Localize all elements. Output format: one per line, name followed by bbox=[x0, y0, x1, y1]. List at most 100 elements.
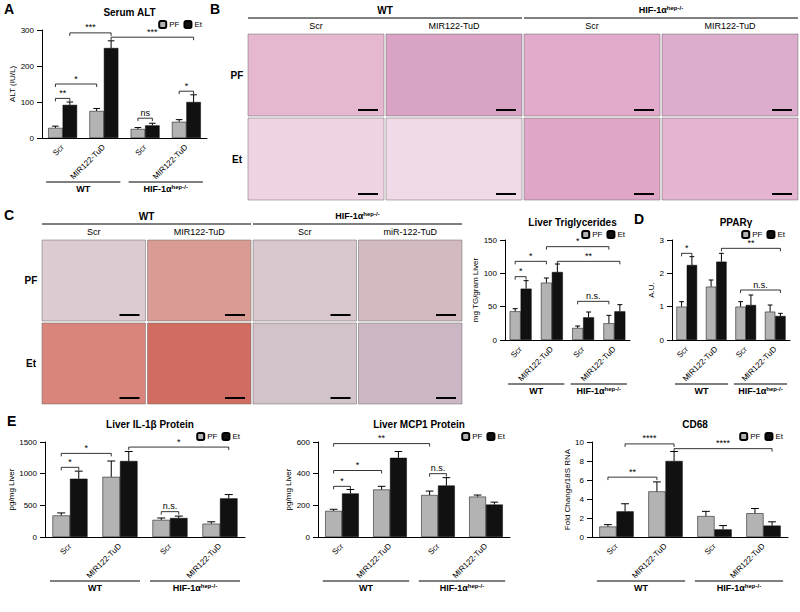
svg-text:*: * bbox=[356, 460, 360, 470]
svg-text:HIF-1α: HIF-1α bbox=[144, 184, 173, 194]
svg-text:MIR122-TuD: MIR122-TuD bbox=[579, 345, 618, 384]
svg-text:hep-/-: hep-/- bbox=[766, 386, 782, 392]
svg-text:ALT (IU/L): ALT (IU/L) bbox=[8, 66, 17, 102]
svg-text:1: 1 bbox=[660, 302, 665, 311]
svg-text:500: 500 bbox=[24, 501, 38, 510]
svg-text:*: * bbox=[529, 251, 533, 261]
svg-text:PF: PF bbox=[169, 20, 179, 29]
svg-text:Liver MCP1 Protein: Liver MCP1 Protein bbox=[373, 419, 465, 430]
svg-text:**: ** bbox=[378, 433, 386, 443]
svg-text:2: 2 bbox=[580, 514, 585, 523]
svg-text:0: 0 bbox=[580, 533, 585, 542]
svg-text:Scr: Scr bbox=[133, 143, 148, 158]
svg-text:0: 0 bbox=[33, 533, 38, 542]
svg-text:Scr: Scr bbox=[158, 542, 173, 557]
svg-text:50: 50 bbox=[488, 302, 497, 311]
svg-text:PF: PF bbox=[592, 230, 602, 239]
svg-text:pg/mg Liver: pg/mg Liver bbox=[284, 468, 293, 510]
svg-text:Et: Et bbox=[497, 432, 505, 441]
svg-text:MIR122-TuD: MIR122-TuD bbox=[174, 227, 226, 237]
svg-text:n.s.: n.s. bbox=[163, 501, 178, 511]
svg-text:Et: Et bbox=[232, 154, 243, 165]
svg-text:150: 150 bbox=[484, 236, 498, 245]
svg-text:n.s.: n.s. bbox=[431, 463, 446, 473]
svg-text:MIR122-TuD: MIR122-TuD bbox=[151, 143, 190, 182]
svg-text:0: 0 bbox=[306, 533, 311, 542]
svg-text:MIR122-TuD: MIR122-TuD bbox=[85, 542, 124, 581]
svg-text:Serum ALT: Serum ALT bbox=[103, 7, 155, 18]
svg-text:n.s.: n.s. bbox=[586, 291, 601, 301]
svg-text:2: 2 bbox=[660, 269, 665, 278]
svg-text:n.s.: n.s. bbox=[753, 280, 768, 290]
svg-text:300: 300 bbox=[21, 26, 35, 35]
svg-text:Scr: Scr bbox=[675, 345, 690, 360]
svg-text:****: **** bbox=[643, 433, 658, 443]
svg-text:hep-/-: hep-/- bbox=[363, 211, 379, 217]
svg-text:hep-/-: hep-/- bbox=[201, 583, 217, 589]
svg-text:Scr: Scr bbox=[734, 345, 749, 360]
svg-text:1500: 1500 bbox=[19, 438, 37, 447]
svg-text:*: * bbox=[177, 437, 181, 447]
svg-text:Scr: Scr bbox=[605, 542, 620, 557]
svg-text:3: 3 bbox=[660, 236, 665, 245]
svg-text:200: 200 bbox=[21, 62, 35, 71]
svg-text:HIF-1α: HIF-1α bbox=[173, 583, 202, 593]
svg-text:0: 0 bbox=[660, 336, 665, 345]
svg-text:8: 8 bbox=[580, 457, 585, 466]
svg-text:mg TG/gram Liver: mg TG/gram Liver bbox=[471, 258, 480, 323]
svg-text:Scr: Scr bbox=[426, 542, 441, 557]
svg-text:hep-/-: hep-/- bbox=[468, 583, 484, 589]
svg-text:E: E bbox=[7, 413, 16, 429]
svg-text:1000: 1000 bbox=[19, 469, 37, 478]
svg-text:MIR122-TuD: MIR122-TuD bbox=[451, 542, 490, 581]
svg-text:0: 0 bbox=[30, 134, 35, 143]
svg-text:PF: PF bbox=[25, 275, 38, 286]
svg-text:WT: WT bbox=[634, 583, 648, 593]
svg-text:*: * bbox=[340, 476, 344, 486]
svg-text:WT: WT bbox=[88, 583, 102, 593]
svg-text:Et: Et bbox=[617, 230, 625, 239]
svg-text:Et: Et bbox=[775, 432, 783, 441]
svg-text:PF: PF bbox=[207, 432, 217, 441]
svg-text:HIF-1α: HIF-1α bbox=[577, 386, 606, 396]
svg-text:WT: WT bbox=[76, 184, 90, 194]
svg-text:hep-/-: hep-/- bbox=[172, 184, 188, 190]
svg-text:*: * bbox=[84, 443, 88, 453]
svg-text:100: 100 bbox=[484, 269, 498, 278]
svg-text:Et: Et bbox=[26, 358, 37, 369]
svg-text:MIR122-TuD: MIR122-TuD bbox=[69, 143, 108, 182]
svg-text:MIR122-TuD: MIR122-TuD bbox=[704, 21, 756, 31]
svg-text:B: B bbox=[210, 1, 220, 17]
svg-text:4: 4 bbox=[580, 495, 585, 504]
svg-text:10: 10 bbox=[575, 438, 584, 447]
svg-text:miR-122-TuD: miR-122-TuD bbox=[383, 227, 437, 237]
svg-text:600: 600 bbox=[297, 438, 311, 447]
svg-text:0: 0 bbox=[493, 336, 498, 345]
svg-text:400: 400 bbox=[297, 469, 311, 478]
svg-text:MIR122-TuD: MIR122-TuD bbox=[740, 345, 779, 384]
svg-text:WT: WT bbox=[139, 211, 155, 222]
svg-text:Et: Et bbox=[232, 432, 240, 441]
svg-text:MIR122-TuD: MIR122-TuD bbox=[517, 345, 556, 384]
svg-text:PF: PF bbox=[472, 432, 482, 441]
svg-text:Et: Et bbox=[194, 20, 202, 29]
svg-text:hep-/-: hep-/- bbox=[667, 5, 683, 11]
svg-text:MIR122-TuD: MIR122-TuD bbox=[428, 21, 480, 31]
svg-text:A.U.: A.U. bbox=[647, 282, 656, 298]
svg-text:*: * bbox=[576, 236, 580, 246]
svg-text:Liver IL-1β Protein: Liver IL-1β Protein bbox=[106, 419, 194, 430]
svg-text:CD68: CD68 bbox=[682, 419, 708, 430]
svg-text:WT: WT bbox=[529, 386, 543, 396]
svg-text:D: D bbox=[634, 211, 644, 227]
svg-text:Scr: Scr bbox=[330, 542, 345, 557]
svg-text:200: 200 bbox=[297, 501, 311, 510]
svg-text:pg/mg Liver: pg/mg Liver bbox=[7, 468, 16, 510]
svg-text:ns: ns bbox=[140, 108, 150, 118]
svg-text:*: * bbox=[68, 457, 72, 467]
svg-text:*: * bbox=[685, 243, 689, 253]
svg-text:Scr: Scr bbox=[58, 542, 73, 557]
svg-text:HIF-1α: HIF-1α bbox=[717, 583, 746, 593]
svg-text:MIR122-TuD: MIR122-TuD bbox=[681, 345, 720, 384]
svg-text:C: C bbox=[4, 207, 14, 223]
svg-text:*: * bbox=[185, 81, 189, 91]
